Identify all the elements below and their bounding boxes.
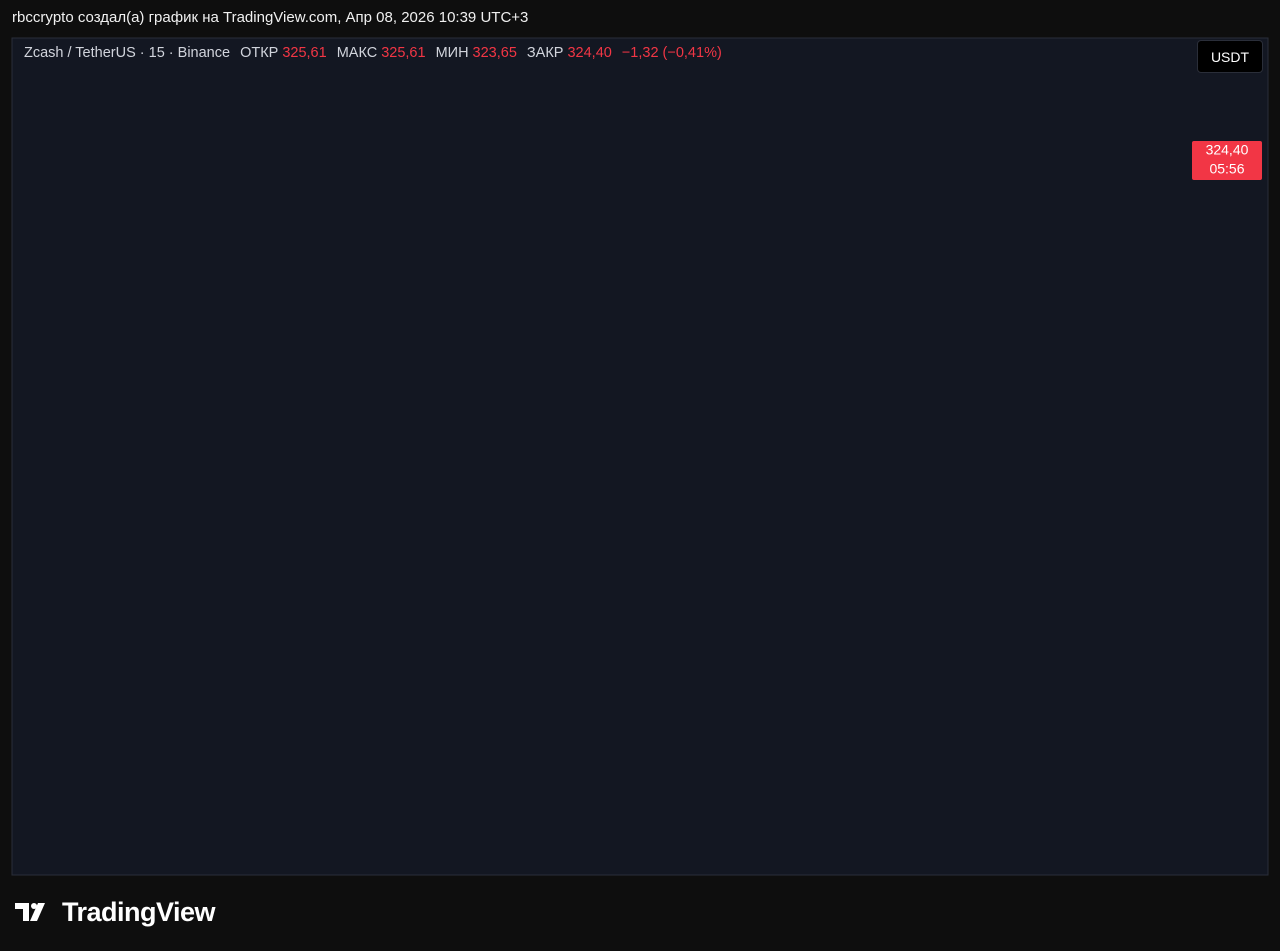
low-label: МИН [435, 45, 469, 61]
high-value: 325,61 [381, 45, 426, 61]
legend: Zcash / TetherUS · 15 · Binance ОТКР 325,… [24, 45, 722, 61]
close-label: ЗАКР [526, 45, 564, 61]
header-caption: rbccrypto создал(а) график на TradingVie… [12, 9, 529, 26]
low-value: 323,65 [472, 45, 517, 61]
last-price-label: 324,40 [1206, 142, 1249, 158]
logo-text: TradingView [62, 897, 216, 927]
change: −1,32 (−0,41%) [621, 45, 722, 61]
last-price-box [1192, 141, 1262, 180]
close-value: 324,40 [567, 45, 612, 61]
countdown: 05:56 [1209, 161, 1244, 177]
logo-icon [15, 903, 45, 921]
currency-button[interactable]: USDT [1197, 40, 1263, 73]
high-label: МАКС [336, 45, 378, 61]
open-value: 325,61 [282, 45, 327, 61]
chart-panel [11, 37, 1269, 876]
symbol: Zcash / TetherUS · 15 · Binance [24, 45, 231, 61]
open-label: ОТКР [240, 45, 279, 61]
